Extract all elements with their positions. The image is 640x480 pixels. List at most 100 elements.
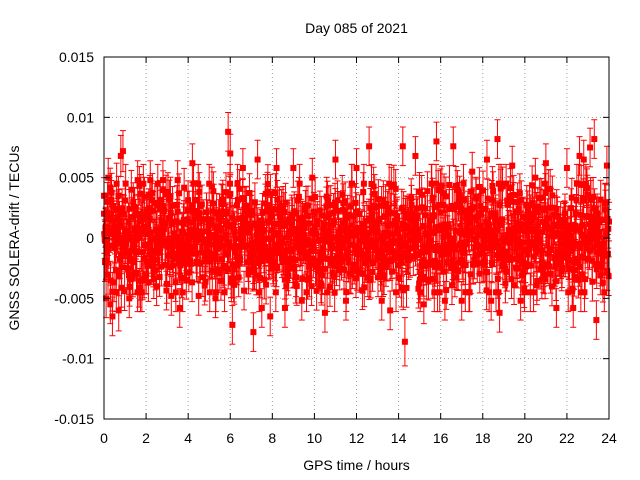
data-point [173,201,180,208]
data-point [451,205,458,212]
data-point [140,255,147,262]
data-point [514,199,521,206]
data-point [396,274,403,281]
data-point [180,217,187,224]
data-point [113,289,120,296]
data-point [304,253,311,260]
data-point [125,272,132,279]
data-point [324,197,331,204]
data-point [235,215,242,222]
data-point [377,268,384,275]
data-point [183,276,190,283]
data-point [295,193,302,200]
data-point [158,263,165,270]
data-point [524,251,531,258]
data-point [236,185,243,192]
data-point [179,289,186,296]
data-point [219,256,226,263]
data-point [539,247,546,254]
data-point [142,231,149,238]
data-point [316,266,323,273]
data-point [517,227,524,234]
data-point [176,190,183,197]
data-point [489,260,496,267]
data-point [318,282,325,289]
data-point [243,242,250,249]
data-point [460,180,467,187]
data-point [195,180,202,187]
data-point [342,226,349,233]
data-point [265,218,272,225]
data-point [326,284,333,291]
data-point [431,289,438,296]
data-point [156,274,163,281]
data-point [374,229,381,236]
data-point [394,226,401,233]
data-point [334,197,341,204]
data-point [458,239,465,246]
data-point [152,267,159,274]
data-point [503,180,510,187]
data-point [216,270,223,277]
data-point [131,242,138,249]
data-point [530,289,537,296]
data-point [246,254,253,261]
data-point [190,180,197,187]
data-point [327,202,334,209]
data-point [293,210,300,217]
data-point [367,204,374,211]
data-point [145,205,152,212]
data-point [163,280,170,287]
data-point [217,225,224,232]
data-point [441,190,448,197]
data-point [172,289,179,296]
data-point [348,180,355,187]
data-point [343,215,350,222]
data-point [263,281,270,288]
data-point [130,199,137,206]
data-point [514,265,521,272]
data-point [511,282,518,289]
data-point [345,256,352,263]
data-point [520,213,527,220]
data-point [492,211,499,218]
data-point [340,220,347,227]
data-point [107,277,114,284]
data-point [390,181,397,188]
data-point [529,182,536,189]
data-point [207,221,214,228]
data-point [186,207,193,214]
data-point [419,223,426,230]
data-point [538,194,545,201]
data-point [153,226,160,233]
data-point [479,227,486,234]
data-point [528,262,535,269]
data-point [319,272,326,279]
data-point [442,247,449,254]
data-point [496,255,503,262]
data-point [435,227,442,234]
data-point [443,287,450,294]
data-point [188,219,195,226]
data-point [405,223,412,230]
data-point [182,248,189,255]
data-point [339,244,346,251]
data-point [253,272,260,279]
data-point [509,198,516,205]
data-point [418,191,425,198]
data-point [495,242,502,249]
data-point [403,284,410,291]
data-point [148,197,155,204]
data-point [272,190,279,197]
data-point [120,211,127,218]
data-point [206,233,213,240]
data-point [468,228,475,235]
data-point [226,239,233,246]
data-point [239,195,246,202]
data-point [365,254,372,261]
data-point [448,282,455,289]
data-point [206,289,213,296]
data-point [245,266,252,273]
data-point [454,186,461,193]
